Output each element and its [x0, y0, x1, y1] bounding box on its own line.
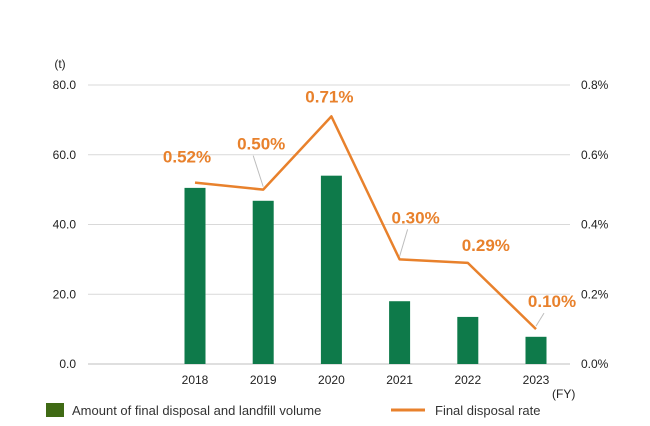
left-axis: 0.0 20.0 40.0 60.0 80.0	[53, 78, 77, 371]
line-series: 0.52% 0.50% 0.71% 0.30% 0.29% 0.10%	[163, 87, 576, 331]
right-tick-label: 0.6%	[581, 148, 609, 162]
data-label-leader	[252, 155, 264, 187]
bar	[320, 175, 342, 364]
data-label: 0.52%	[163, 148, 211, 167]
x-axis-unit: (FY)	[552, 387, 575, 401]
legend-bar-swatch	[46, 403, 64, 417]
left-axis-unit: (t)	[54, 57, 65, 71]
line-path	[194, 115, 537, 331]
legend-line-label: Final disposal rate	[435, 403, 541, 418]
right-axis: 0.0% 0.2% 0.4% 0.6% 0.8%	[581, 78, 609, 371]
legend: Amount of final disposal and landfill vo…	[46, 403, 541, 418]
data-label: 0.30%	[391, 208, 439, 227]
x-tick-label: 2018	[182, 373, 209, 387]
right-tick-label: 0.4%	[581, 218, 609, 232]
left-tick-label: 80.0	[53, 78, 77, 92]
bar	[457, 316, 479, 364]
bar	[252, 200, 274, 364]
right-tick-label: 0.2%	[581, 287, 609, 301]
x-axis: 2018 2019 2020 2021 2022 2023	[182, 373, 550, 387]
data-label-leader	[399, 229, 409, 257]
data-label: 0.50%	[237, 135, 285, 154]
left-tick-label: 40.0	[53, 218, 77, 232]
data-label: 0.29%	[462, 236, 510, 255]
data-label: 0.71%	[305, 87, 353, 106]
x-tick-label: 2019	[250, 373, 277, 387]
left-tick-label: 60.0	[53, 148, 77, 162]
right-tick-label: 0.8%	[581, 78, 609, 92]
x-tick-label: 2021	[386, 373, 413, 387]
left-tick-label: 20.0	[53, 287, 77, 301]
x-tick-label: 2022	[454, 373, 481, 387]
left-tick-label: 0.0	[59, 357, 76, 371]
right-tick-label: 0.0%	[581, 357, 609, 371]
legend-bar-label: Amount of final disposal and landfill vo…	[72, 403, 321, 418]
bar	[525, 336, 547, 364]
x-tick-label: 2023	[523, 373, 550, 387]
data-label: 0.10%	[528, 292, 576, 311]
bar-series	[184, 175, 547, 364]
data-label-leader	[535, 312, 545, 327]
x-tick-label: 2020	[318, 373, 345, 387]
bar	[184, 187, 206, 364]
bar	[389, 301, 411, 364]
